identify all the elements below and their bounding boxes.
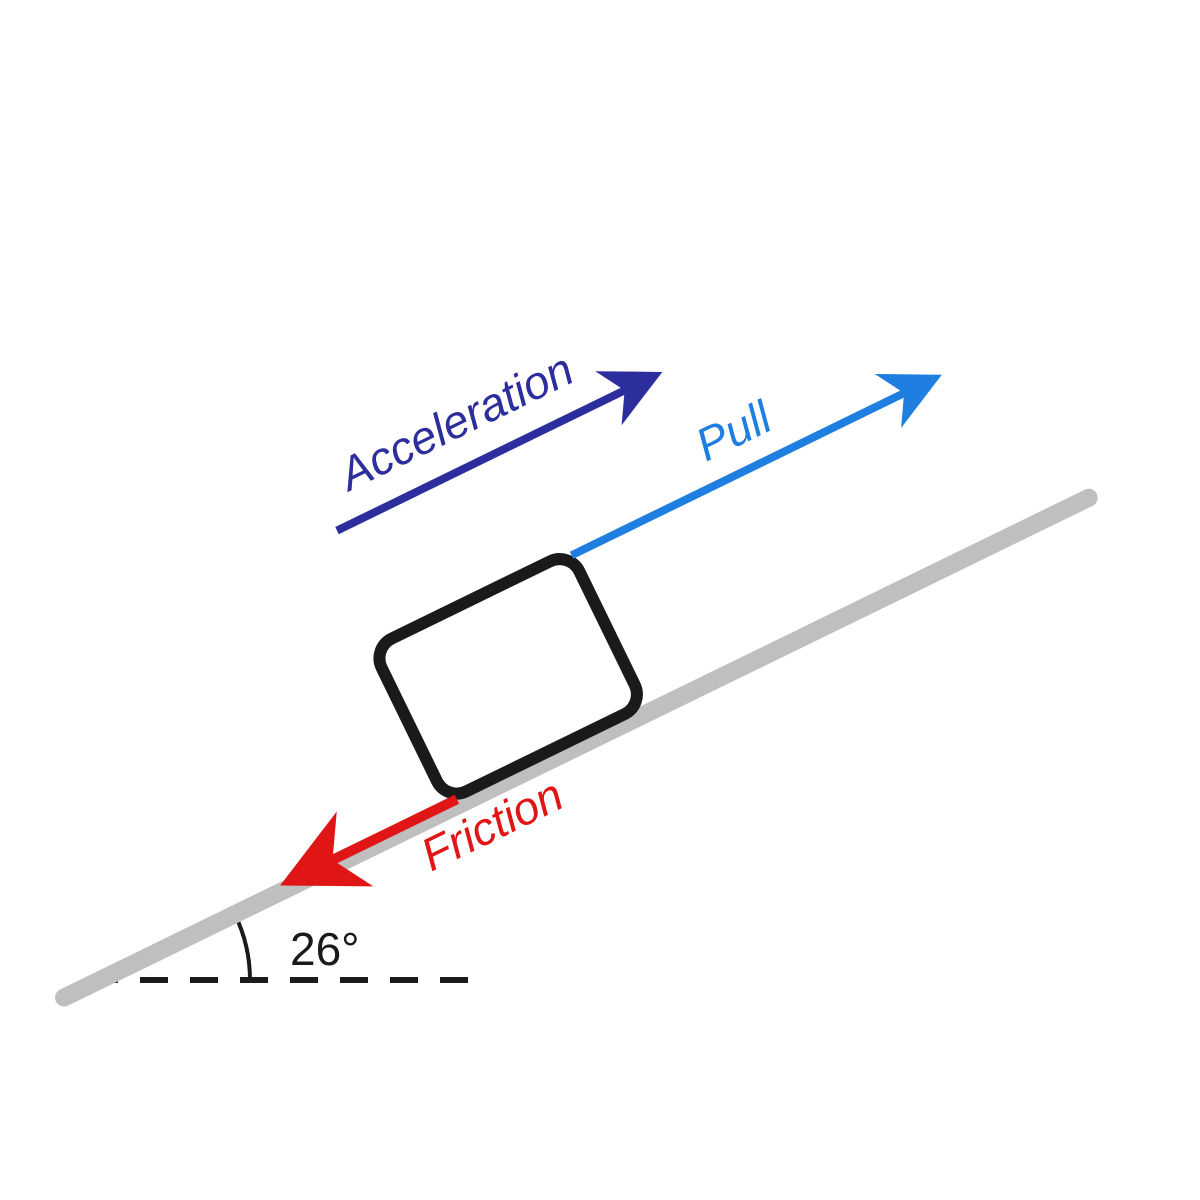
acceleration-vector-label: Acceleration <box>328 342 581 501</box>
angle-arc <box>235 914 250 980</box>
angle-label: 26° <box>290 923 360 975</box>
incline-group: Pull Acceleration Friction <box>0 163 1114 1049</box>
incline-diagram: 26° Pull Acceleration Friction <box>0 0 1200 1200</box>
block <box>372 552 644 801</box>
